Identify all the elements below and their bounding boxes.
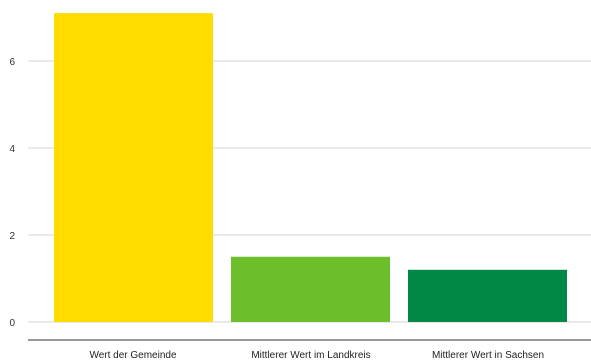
x-category-label: Mittlerer Wert in Sachsen bbox=[432, 350, 544, 360]
x-category-label: Mittlerer Wert im Landkreis bbox=[251, 350, 370, 360]
x-category-label: Wert der Gemeinde bbox=[89, 350, 177, 360]
y-axis: 0 2 4 6 bbox=[9, 57, 15, 329]
bar bbox=[408, 269, 567, 322]
bar bbox=[54, 13, 213, 323]
bars bbox=[54, 13, 567, 323]
y-tick-label: 0 bbox=[9, 318, 15, 329]
y-tick-label: 6 bbox=[9, 57, 15, 68]
x-axis-labels: Wert der Gemeinde Mittlerer Wert im Land… bbox=[89, 350, 544, 360]
y-tick-label: 4 bbox=[9, 144, 15, 155]
y-tick-label: 2 bbox=[9, 231, 15, 242]
bar bbox=[231, 256, 390, 322]
